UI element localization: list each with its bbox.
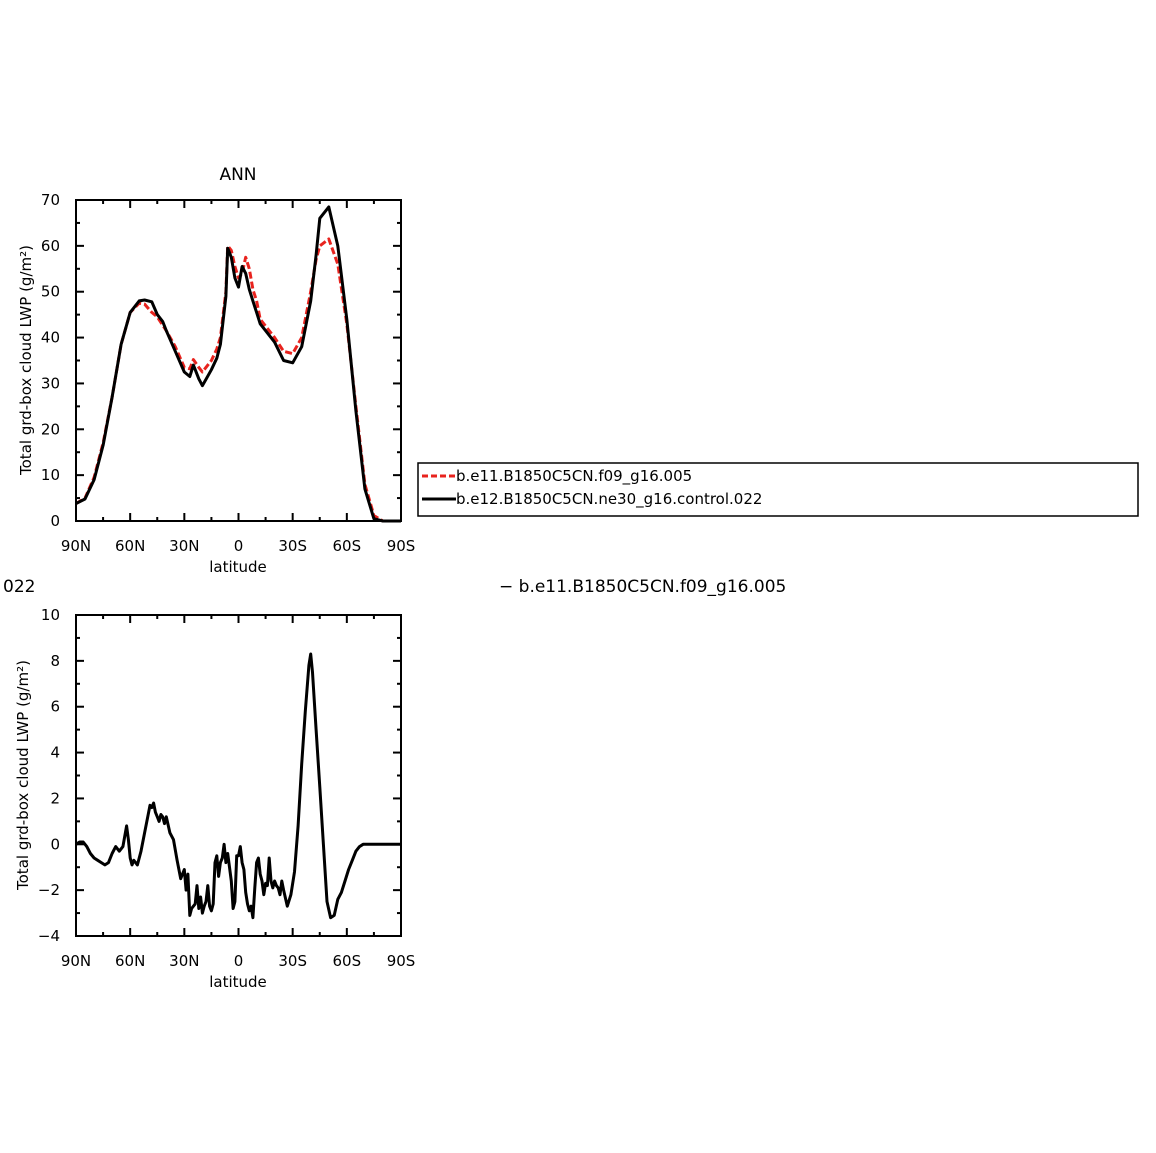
top-xtick-label: 60N — [115, 537, 145, 555]
bottom-ytick-label: −2 — [38, 881, 60, 899]
top-ytick-label: 50 — [41, 283, 60, 301]
top-xtick-label: 0 — [234, 537, 244, 555]
top-xtick-label: 30S — [278, 537, 307, 555]
top-xtick-label: 30N — [169, 537, 199, 555]
top-xlabel: latitude — [209, 558, 267, 576]
bottom-xtick-label: 60S — [333, 952, 362, 970]
top-plot-frame — [75, 199, 402, 522]
top-xtick-label: 90N — [61, 537, 91, 555]
bottom-ylabel: Total grd-box cloud LWP (g/m²) — [14, 660, 32, 891]
bottom-plot-frame — [75, 614, 402, 937]
top-ytick-label: 60 — [41, 237, 60, 255]
top-series-1-line — [75, 237, 401, 523]
bottom-series-1-line — [75, 652, 401, 920]
bottom-xtick-label: 0 — [234, 952, 244, 970]
top-panel: ANN 90N 60N 30N 0 30S 60S 90S 0 10 20 30 40 50 60 70 l… — [17, 165, 1139, 576]
legend-label-series-1: b.e11.B1850C5CN.f09_g16.005 — [456, 467, 692, 486]
bottom-ytick-label: 4 — [50, 744, 60, 762]
top-ytick-label: 70 — [41, 191, 60, 209]
top-plot-area: 90N 60N 30N 0 30S 60S 90S 0 10 20 30 40 50 60 70 — [41, 191, 415, 555]
top-ytick-label: 30 — [41, 374, 60, 392]
top-xtick-label: 60S — [333, 537, 362, 555]
bottom-xtick-label: 90S — [387, 952, 416, 970]
bottom-panel: 022 − b.e11.B1850C5CN.f09_g16.005 90N 60N… — [3, 577, 786, 991]
top-ylabel: Total grd-box cloud LWP (g/m²) — [17, 245, 35, 476]
bottom-ytick-label: 2 — [50, 789, 60, 807]
legend-box — [417, 462, 1139, 517]
top-ytick-label: 40 — [41, 329, 60, 347]
top-ytick-label: 0 — [50, 512, 60, 530]
bottom-xtick-label: 30S — [278, 952, 307, 970]
bottom-xtick-label: 30N — [169, 952, 199, 970]
top-series-2-line — [75, 205, 401, 523]
bottom-ytick-label: 0 — [50, 835, 60, 853]
bottom-ytick-label: 6 — [50, 698, 60, 716]
top-ytick-label: 10 — [41, 466, 60, 484]
bottom-xtick-label: 90N — [61, 952, 91, 970]
bottom-ytick-label: 10 — [41, 606, 60, 624]
bottom-xtick-label: 60N — [115, 952, 145, 970]
top-legend: b.e11.B1850C5CN.f09_g16.005 b.e12.B1850C… — [417, 462, 1139, 517]
bottom-header-right: − b.e11.B1850C5CN.f09_g16.005 — [499, 577, 786, 597]
bottom-xlabel: latitude — [209, 973, 267, 991]
top-title: ANN — [219, 165, 256, 185]
bottom-header-left: 022 — [3, 577, 35, 597]
top-xtick-label: 90S — [387, 537, 416, 555]
legend-label-series-2: b.e12.B1850C5CN.ne30_g16.control.022 — [456, 490, 762, 509]
top-ytick-label: 20 — [41, 420, 60, 438]
bottom-plot-area: 90N 60N 30N 0 30S 60S 90S −4 −2 0 2 4 6 8 10 — [38, 606, 415, 970]
bottom-ytick-label: −4 — [38, 927, 60, 945]
bottom-ytick-label: 8 — [50, 652, 60, 670]
